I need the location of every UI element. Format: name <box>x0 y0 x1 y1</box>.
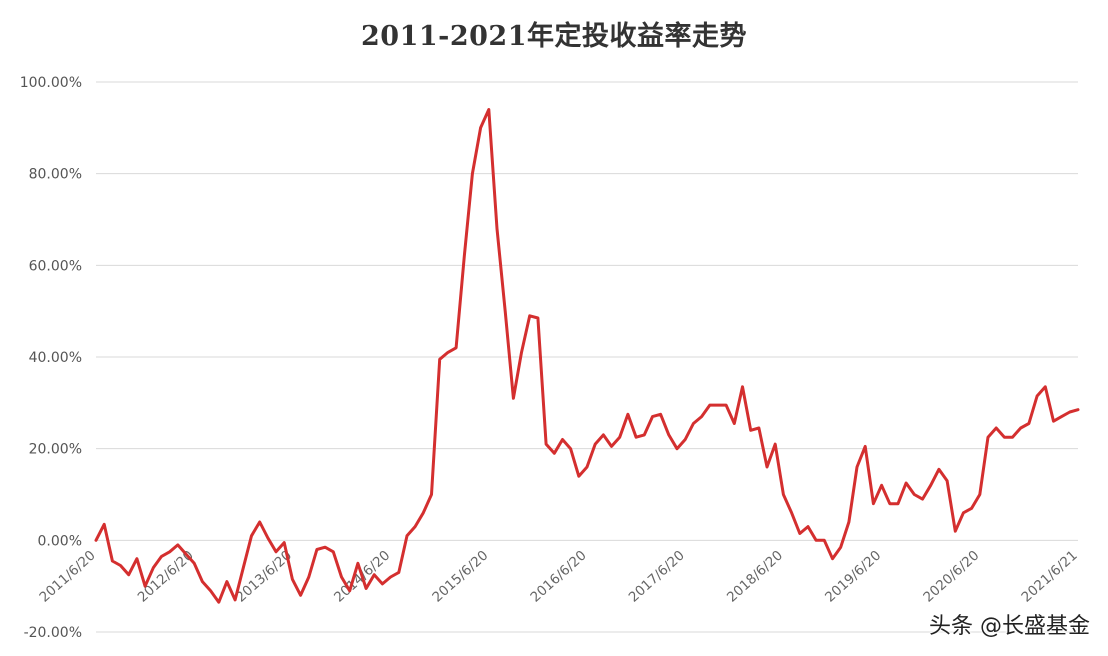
y-tick-label: 40.00% <box>29 350 82 366</box>
series-layer <box>94 108 1080 604</box>
series-line <box>94 108 1080 604</box>
y-tick-label: 100.00% <box>20 75 82 91</box>
x-tick-label: 2016/6/20 <box>528 547 590 605</box>
chart-title: 2011-2021年定投收益率走势 <box>361 21 747 52</box>
y-tick-label: 0.00% <box>38 533 82 549</box>
y-tick-label: 80.00% <box>29 167 82 183</box>
x-axis-ticks: 2011/6/20 2012/6/20 2013/6/20 2014/6/20 2015… <box>37 547 1081 605</box>
x-tick-label: 2011/6/20 <box>37 547 99 605</box>
y-tick-label: 20.00% <box>29 442 82 458</box>
x-tick-label: 2018/6/20 <box>724 547 786 605</box>
watermark: 头条 @长盛基金 <box>929 614 1090 639</box>
x-tick-label: 2020/6/20 <box>920 547 982 605</box>
y-axis-ticks: -20.00% 0.00% 20.00% 40.00% 60.00% 80.00% 100.… <box>20 75 82 641</box>
x-tick-label: 2015/6/20 <box>429 547 491 605</box>
x-tick-label: 2021/6/21 <box>1019 547 1081 605</box>
x-tick-label: 2017/6/20 <box>626 547 688 605</box>
y-tick-label: 60.00% <box>29 258 82 274</box>
y-tick-label: -20.00% <box>24 625 82 641</box>
gridlines <box>96 81 1078 633</box>
